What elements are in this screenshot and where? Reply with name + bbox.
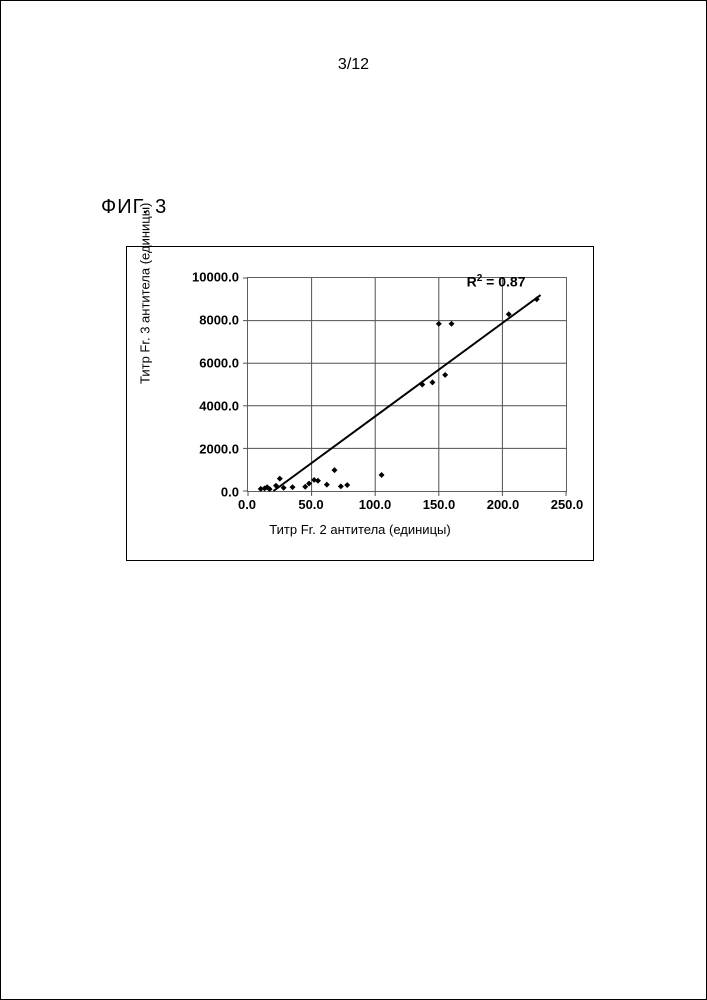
xtick-label: 50.0 [298, 497, 323, 512]
x-axis-label: Титр Fr. 2 антитела (единицы) [127, 522, 593, 537]
xtick-label: 100.0 [359, 497, 392, 512]
xtick-label: 250.0 [551, 497, 584, 512]
xtick-label: 150.0 [423, 497, 456, 512]
r-squared-annotation: R2 = 0.87 [467, 273, 526, 290]
chart-svg [248, 278, 566, 491]
xtick-label: 0.0 [238, 497, 256, 512]
ytick-label: 10000.0 [192, 270, 239, 285]
scatter-plot [247, 277, 567, 492]
page: 3/12 ФИГ. 3 Титр Fr. 3 антитела (единицы… [0, 0, 707, 1000]
figure-label: ФИГ. 3 [101, 196, 167, 219]
xtick-label: 200.0 [487, 497, 520, 512]
ytick-label: 6000.0 [199, 356, 239, 371]
ytick-label: 0.0 [221, 485, 239, 500]
y-axis-label: Титр Fr. 3 антитела (единицы) [138, 203, 153, 384]
ytick-label: 2000.0 [199, 442, 239, 457]
page-number: 3/12 [1, 56, 706, 74]
chart-panel: Титр Fr. 3 антитела (единицы) Титр Fr. 2… [126, 246, 594, 561]
ytick-label: 4000.0 [199, 399, 239, 414]
ytick-label: 8000.0 [199, 313, 239, 328]
